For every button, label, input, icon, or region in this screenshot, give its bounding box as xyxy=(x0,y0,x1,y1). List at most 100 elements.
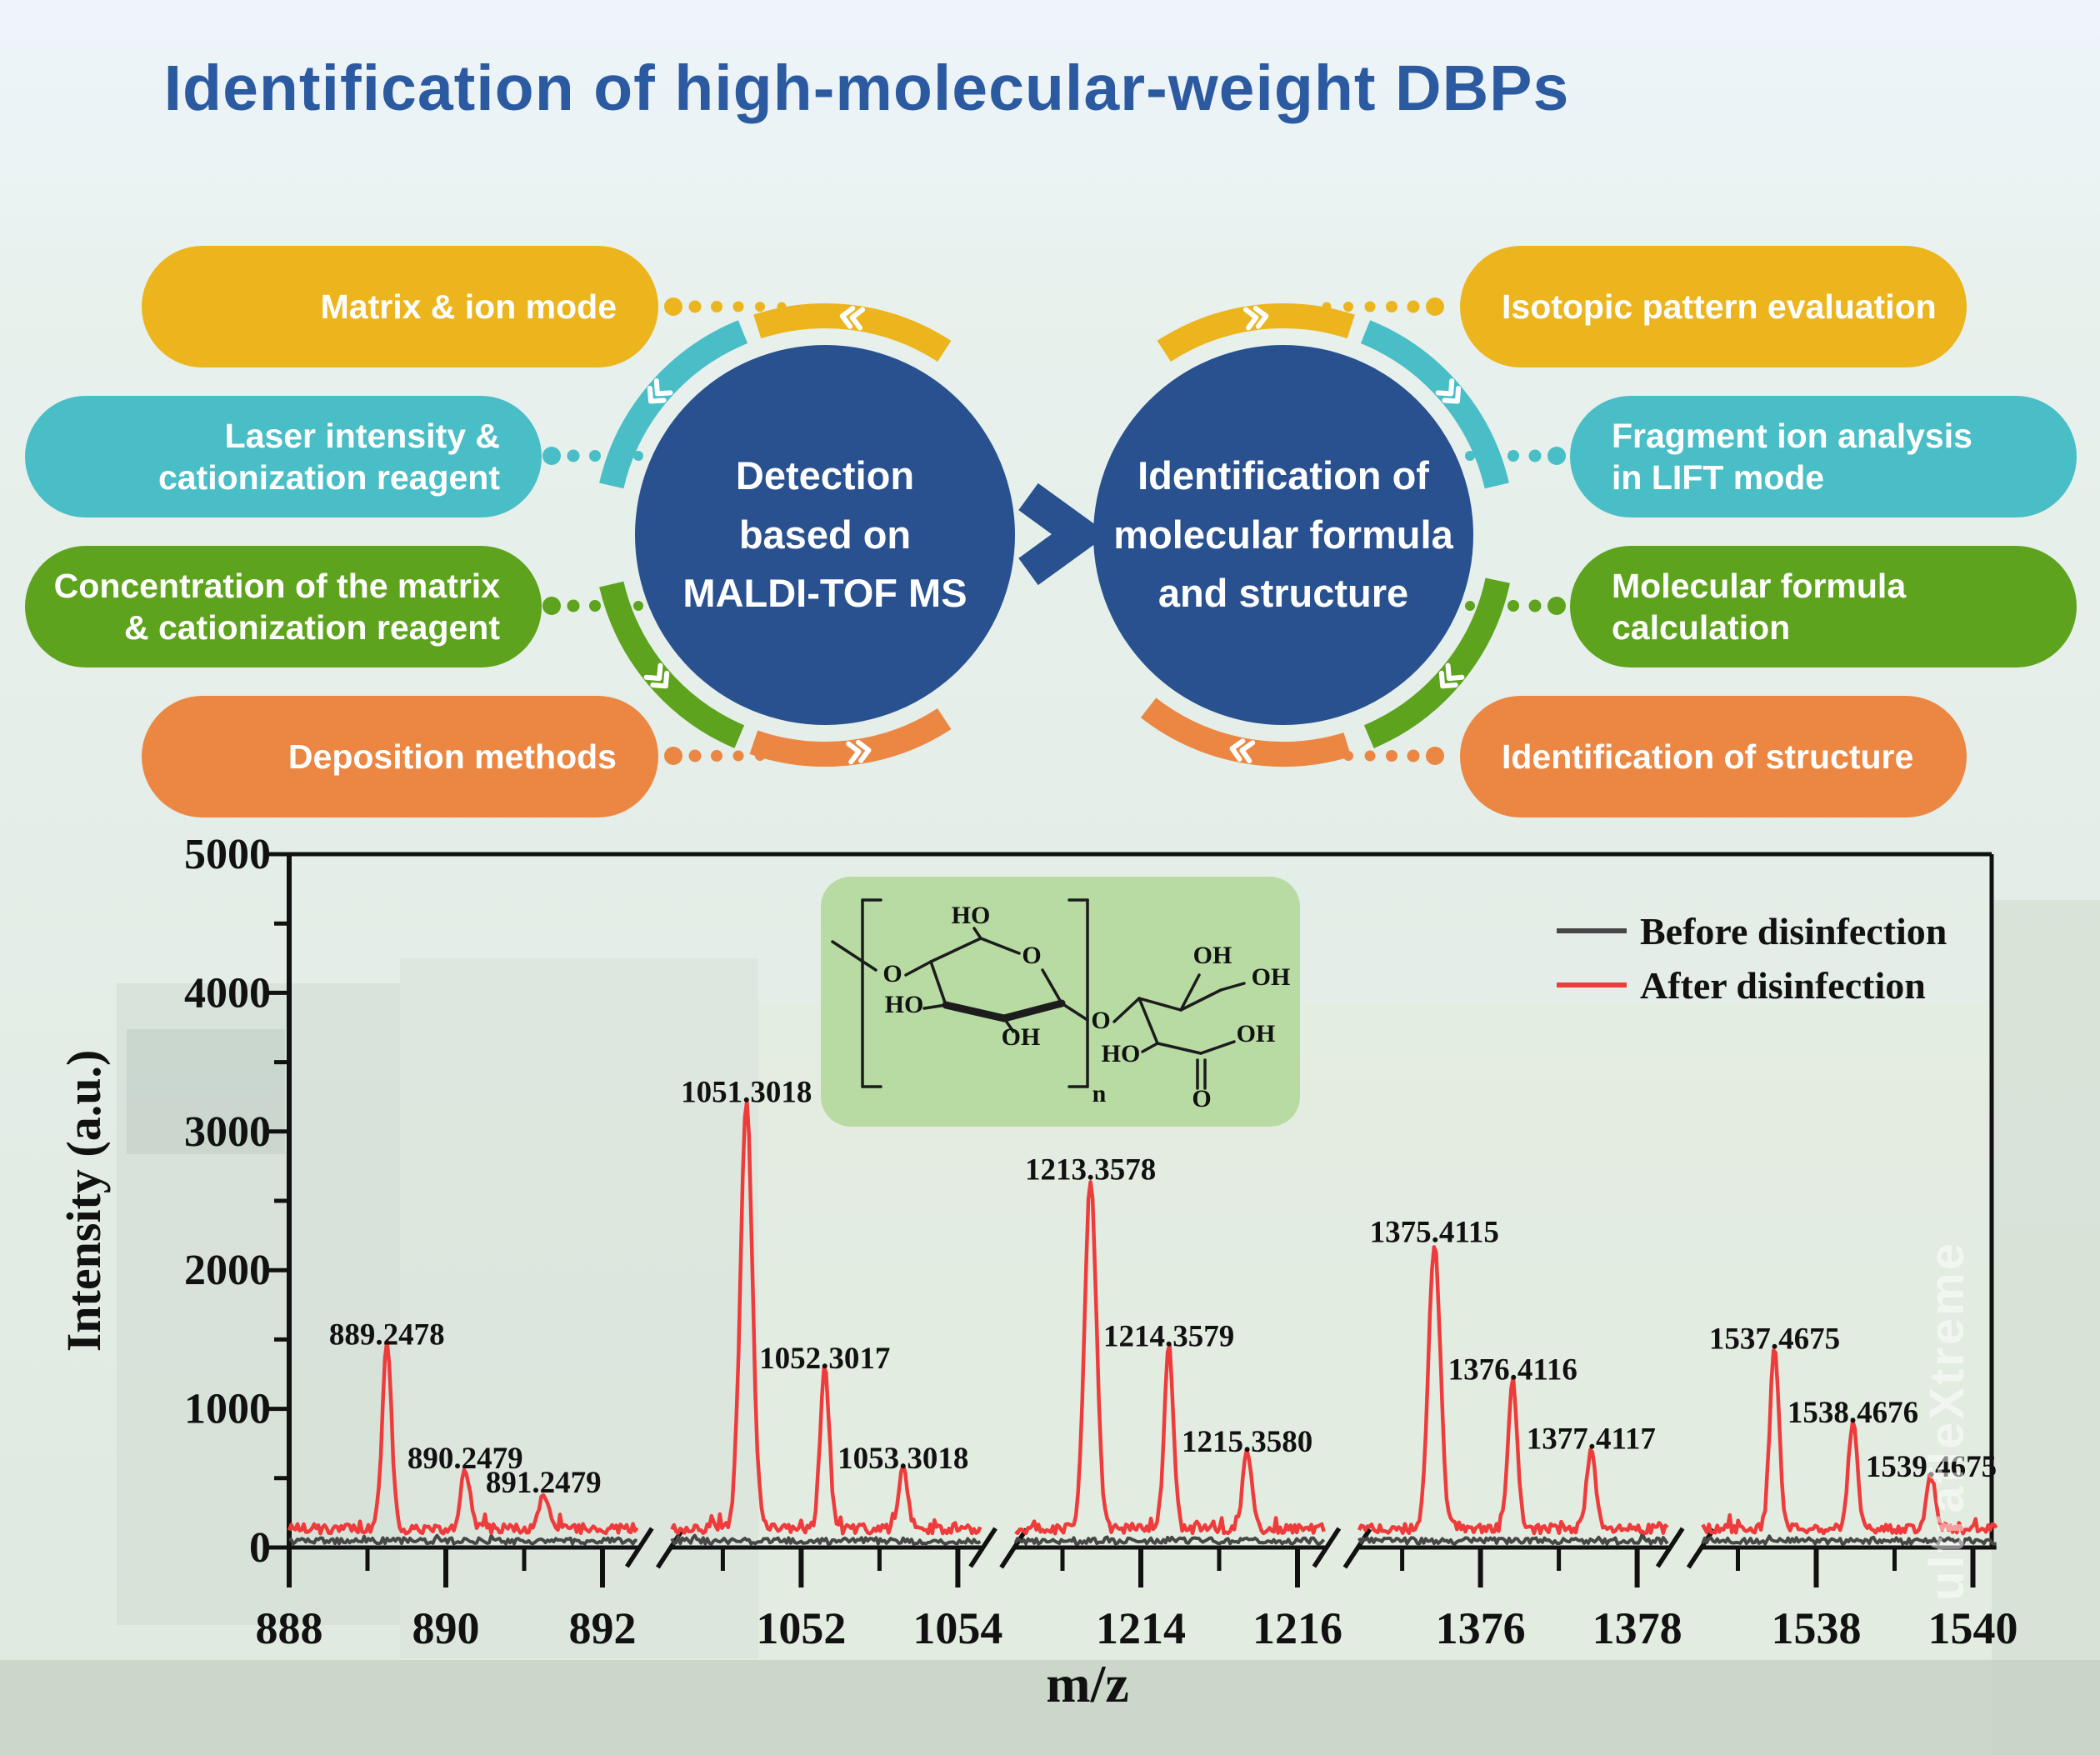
structure-bond xyxy=(1138,997,1159,1045)
connector-dot xyxy=(1465,451,1475,461)
connector-dot xyxy=(732,750,744,762)
pill-fragment-ion-analysis: Fragment ion analysis in LIFT mode xyxy=(1570,396,2077,518)
structure-bond xyxy=(1199,1040,1236,1055)
structure-bond xyxy=(1041,968,1063,1005)
atom-label: OH xyxy=(1193,942,1232,969)
peak-label: 889.2478 xyxy=(329,1318,445,1352)
background-lab-shape xyxy=(1992,900,2100,1755)
connector-dot xyxy=(777,302,787,312)
page-title: Identification of high-molecular-weight … xyxy=(163,52,1570,124)
x-tick-label: 1378 xyxy=(1592,1603,1682,1653)
pill-label: Fragment ion analysis xyxy=(1612,416,1972,455)
atom-label: HO xyxy=(952,902,991,929)
background-floor-strip xyxy=(0,1660,2100,1755)
atom-label: O xyxy=(882,960,902,988)
connector-dot xyxy=(711,750,722,762)
structure-bond xyxy=(1112,997,1141,1023)
structure-bond xyxy=(979,937,1021,955)
background-monitor-shape xyxy=(127,1029,285,1154)
x-tick-label: 1214 xyxy=(1096,1603,1186,1653)
connector-dot xyxy=(664,747,682,765)
workflow-diagram: Matrix & ion mode Laser intensity & cation… xyxy=(0,0,2100,842)
atom-label: O xyxy=(1091,1007,1110,1034)
x-tick-label: 1538 xyxy=(1772,1603,1862,1653)
pill-laser-intensity: Laser intensity & cationization reagent xyxy=(25,396,542,518)
connector-dot xyxy=(1548,447,1566,465)
peak-label: 1375.4115 xyxy=(1370,1216,1499,1250)
peak-label: 1537.4675 xyxy=(1709,1322,1840,1357)
peak-label: 890.2479 xyxy=(408,1442,523,1476)
x-tick-label: 1540 xyxy=(1928,1603,2018,1653)
connector-dot xyxy=(1426,747,1444,765)
connector-dot xyxy=(611,450,622,462)
connector-dot xyxy=(1528,449,1542,462)
connector-dot xyxy=(1508,450,1519,462)
spectrum-trace-after xyxy=(670,1099,982,1536)
flow-chevron-icon xyxy=(1435,378,1462,404)
axis-break-mark xyxy=(1655,1527,1685,1568)
pill-identification-of-structure: Identification of structure xyxy=(1460,696,1967,818)
connector-dot xyxy=(589,600,601,612)
pill-label: Matrix & ion mode xyxy=(320,287,617,326)
circle-label: Detection xyxy=(735,453,915,498)
atom-label: OH xyxy=(1252,963,1291,991)
y-tick-label: 1000 xyxy=(184,1386,271,1433)
pill-label: & cationization reagent xyxy=(123,608,500,647)
atom-label: O xyxy=(1022,942,1041,969)
x-axis-title: m/z xyxy=(1046,1654,1129,1713)
pill-molecular-formula-calculation: Molecular formula calculation xyxy=(1570,546,2077,668)
axis-break-mark xyxy=(1686,1528,1716,1569)
connector-dot xyxy=(1407,749,1420,762)
structure-bond xyxy=(929,960,948,1007)
connector-dot xyxy=(711,301,722,312)
pill-label: Concentration of the matrix xyxy=(53,566,500,605)
structure-bond xyxy=(1000,999,1066,1022)
y-axis-title: Intensity (a.u.) xyxy=(57,1050,111,1352)
pill-isotopic-pattern-evaluation: Isotopic pattern evaluation xyxy=(1460,246,1967,368)
structure-bond xyxy=(1138,997,1182,1012)
x-tick-label: 1216 xyxy=(1252,1603,1342,1653)
connector-dot xyxy=(1508,600,1519,612)
connector-dot xyxy=(1322,751,1332,761)
x-tick-label: 1052 xyxy=(756,1603,846,1653)
structure-bond xyxy=(1156,1042,1202,1055)
atom-label: OH xyxy=(1237,1020,1276,1048)
structure-bond xyxy=(929,937,982,963)
next-step-arrow-icon xyxy=(1018,482,1109,586)
pill-label: Identification of structure xyxy=(1502,737,1914,776)
y-tick-label: 0 xyxy=(249,1524,271,1572)
pill-label: Deposition methods xyxy=(288,737,617,776)
peak-label: 1539.4675 xyxy=(1866,1450,1997,1484)
connector-dot xyxy=(755,751,765,761)
legend-label-before: Before disinfection xyxy=(1640,910,1947,952)
peak-label: 1538.4676 xyxy=(1788,1396,1918,1430)
connector-dot xyxy=(567,599,580,612)
axis-break-mark xyxy=(999,1528,1028,1569)
pill-label: Molecular formula xyxy=(1612,566,1907,605)
connector-dot xyxy=(1386,750,1398,762)
pill-label: Laser intensity & xyxy=(224,416,500,455)
connector-dot xyxy=(567,449,580,462)
spectrum-trace-after xyxy=(287,1338,639,1536)
connector-dot xyxy=(1364,750,1376,762)
connector-dot xyxy=(688,300,702,313)
connector-dot xyxy=(1407,300,1420,313)
connector-dot xyxy=(1343,302,1353,312)
axis-break-mark xyxy=(968,1527,998,1568)
background-top-band xyxy=(0,0,2100,267)
spectrum-trace-before xyxy=(670,1533,982,1546)
x-tick-label: 1376 xyxy=(1436,1603,1526,1653)
connector-dot xyxy=(777,751,787,761)
pill-label: in LIFT mode xyxy=(1612,458,1825,497)
circle-label: and structure xyxy=(1158,571,1409,616)
peak-label: 1215.3580 xyxy=(1182,1425,1312,1459)
x-tick-label: 888 xyxy=(256,1603,323,1653)
peak-label: 1214.3579 xyxy=(1103,1319,1234,1353)
connector-dot xyxy=(732,301,744,312)
flow-chevron-icon xyxy=(1242,305,1269,331)
repeat-unit-subscript: n xyxy=(1092,1080,1107,1108)
connector-dot xyxy=(688,749,702,762)
structure-bond xyxy=(1060,1002,1089,1022)
